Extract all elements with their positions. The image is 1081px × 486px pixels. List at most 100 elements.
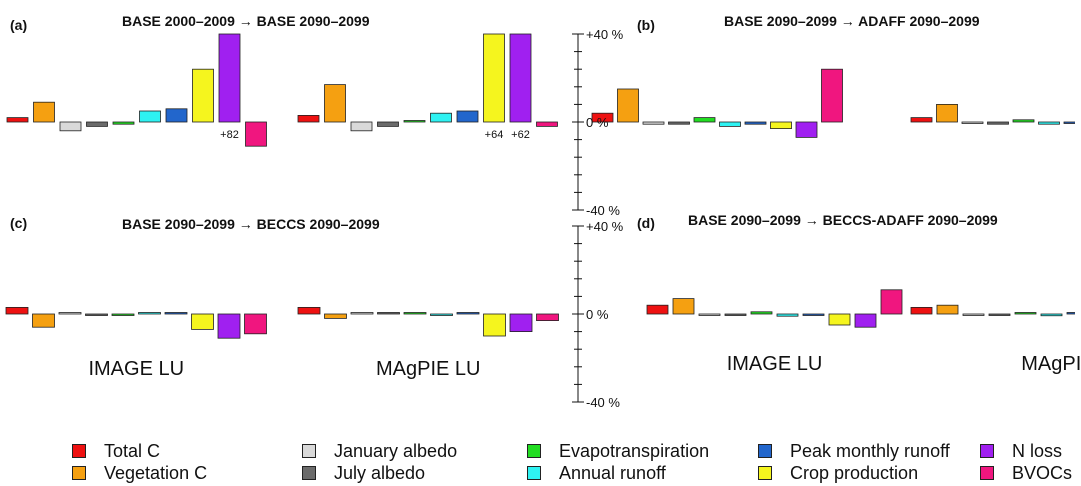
figure-panels: (a) BASE 2000–2009 → BASE 2090–2099 +82 +64… — [5, 13, 1081, 410]
bar — [668, 121, 690, 125]
bar — [1066, 312, 1075, 315]
legend-label: Total C — [104, 440, 161, 461]
legend-swatch — [527, 444, 541, 458]
bar — [509, 313, 533, 333]
legend-label: Crop production — [790, 462, 919, 483]
legend-item: Peak monthly runoff — [758, 441, 950, 461]
legend-swatch — [980, 466, 994, 480]
bar — [910, 117, 933, 123]
bar — [59, 121, 82, 132]
bar — [536, 313, 559, 321]
legend-label: Annual runoff — [559, 462, 666, 483]
bar — [988, 313, 1011, 316]
legend-swatch — [527, 466, 541, 480]
bar — [164, 312, 188, 315]
panel-label: (b) — [637, 17, 655, 33]
bar — [536, 121, 558, 127]
bar — [750, 311, 773, 315]
bar — [693, 117, 716, 123]
bar — [139, 110, 161, 123]
bar — [192, 68, 214, 123]
bar — [33, 101, 55, 123]
bar — [642, 121, 665, 125]
axis-top-tick-label: 0 % — [586, 115, 609, 130]
bar — [776, 313, 799, 317]
bar — [430, 313, 453, 316]
bar — [32, 313, 55, 328]
bar — [910, 306, 933, 315]
legend-item: Vegetation C — [72, 463, 207, 483]
panel-title: BASE 2090–2099 → BECCS 2090–2099 — [122, 216, 380, 232]
bar — [724, 313, 747, 316]
legend-item: January albedo — [302, 441, 457, 461]
legend-item: Evapotranspiration — [527, 441, 709, 461]
legend-label: BVOCs — [1012, 462, 1073, 483]
legend-label: July albedo — [334, 462, 426, 483]
group-label: MAgPIE LU — [1021, 353, 1081, 375]
bar — [138, 312, 161, 315]
legend-swatch — [758, 444, 772, 458]
legend-label: Vegetation C — [104, 462, 208, 483]
bar — [218, 33, 241, 123]
bar — [509, 33, 532, 123]
panel-label: (a) — [10, 17, 27, 33]
bar — [821, 68, 843, 123]
bar — [962, 313, 985, 316]
legend-swatch — [72, 444, 86, 458]
legend-swatch — [72, 466, 86, 480]
value-annotation: +62 — [511, 129, 530, 141]
bar — [1038, 121, 1060, 125]
bar — [646, 304, 669, 315]
group-label: IMAGE LU — [88, 358, 184, 380]
bar — [111, 313, 135, 316]
panel-title: BASE 2000–2009 → BASE 2090–2099 — [122, 13, 370, 29]
bar — [324, 84, 346, 123]
bar — [403, 120, 426, 123]
legend-label: N loss — [1012, 440, 1063, 461]
bar — [854, 313, 877, 328]
legend-swatch — [302, 444, 316, 458]
legend-item: Crop production — [758, 463, 918, 483]
bar — [828, 313, 851, 326]
bar — [1063, 121, 1075, 124]
bar — [350, 312, 374, 315]
value-annotation: +82 — [220, 129, 239, 141]
axis-bottom-tick-label: +40 % — [586, 219, 624, 234]
bar — [86, 121, 108, 127]
bar — [483, 313, 506, 337]
bar — [744, 121, 767, 125]
bar — [795, 121, 818, 138]
bar — [880, 289, 903, 315]
bar — [297, 115, 320, 123]
bar — [5, 306, 29, 315]
bar — [403, 312, 427, 315]
bar — [770, 121, 792, 129]
bar — [112, 121, 135, 125]
bar — [936, 104, 958, 123]
bar — [377, 312, 400, 315]
panel-title: BASE 2090–2099 → ADAFF 2090–2099 — [724, 13, 980, 29]
bar — [483, 33, 505, 123]
axis-bottom-tick-label: -40 % — [586, 395, 620, 410]
bar — [58, 312, 82, 315]
bar — [591, 112, 614, 123]
bar — [672, 298, 695, 315]
legend-item: Total C — [72, 441, 160, 461]
bar — [85, 313, 108, 316]
axis-bottom-tick-label: 0 % — [586, 307, 609, 322]
axis-top-tick-label: -40 % — [586, 203, 620, 218]
group-label: IMAGE LU — [727, 353, 823, 375]
bar — [430, 112, 452, 123]
bar — [244, 313, 267, 335]
bar — [297, 306, 321, 315]
legend-item: Annual runoff — [527, 463, 666, 483]
bar — [456, 312, 480, 315]
bar — [617, 88, 639, 123]
bar — [719, 121, 741, 127]
bar — [324, 313, 347, 319]
bar — [245, 121, 267, 147]
legend-swatch — [980, 444, 994, 458]
legend-label: Peak monthly runoff — [790, 440, 950, 461]
legend-swatch — [758, 466, 772, 480]
panel-label: (d) — [637, 215, 655, 231]
